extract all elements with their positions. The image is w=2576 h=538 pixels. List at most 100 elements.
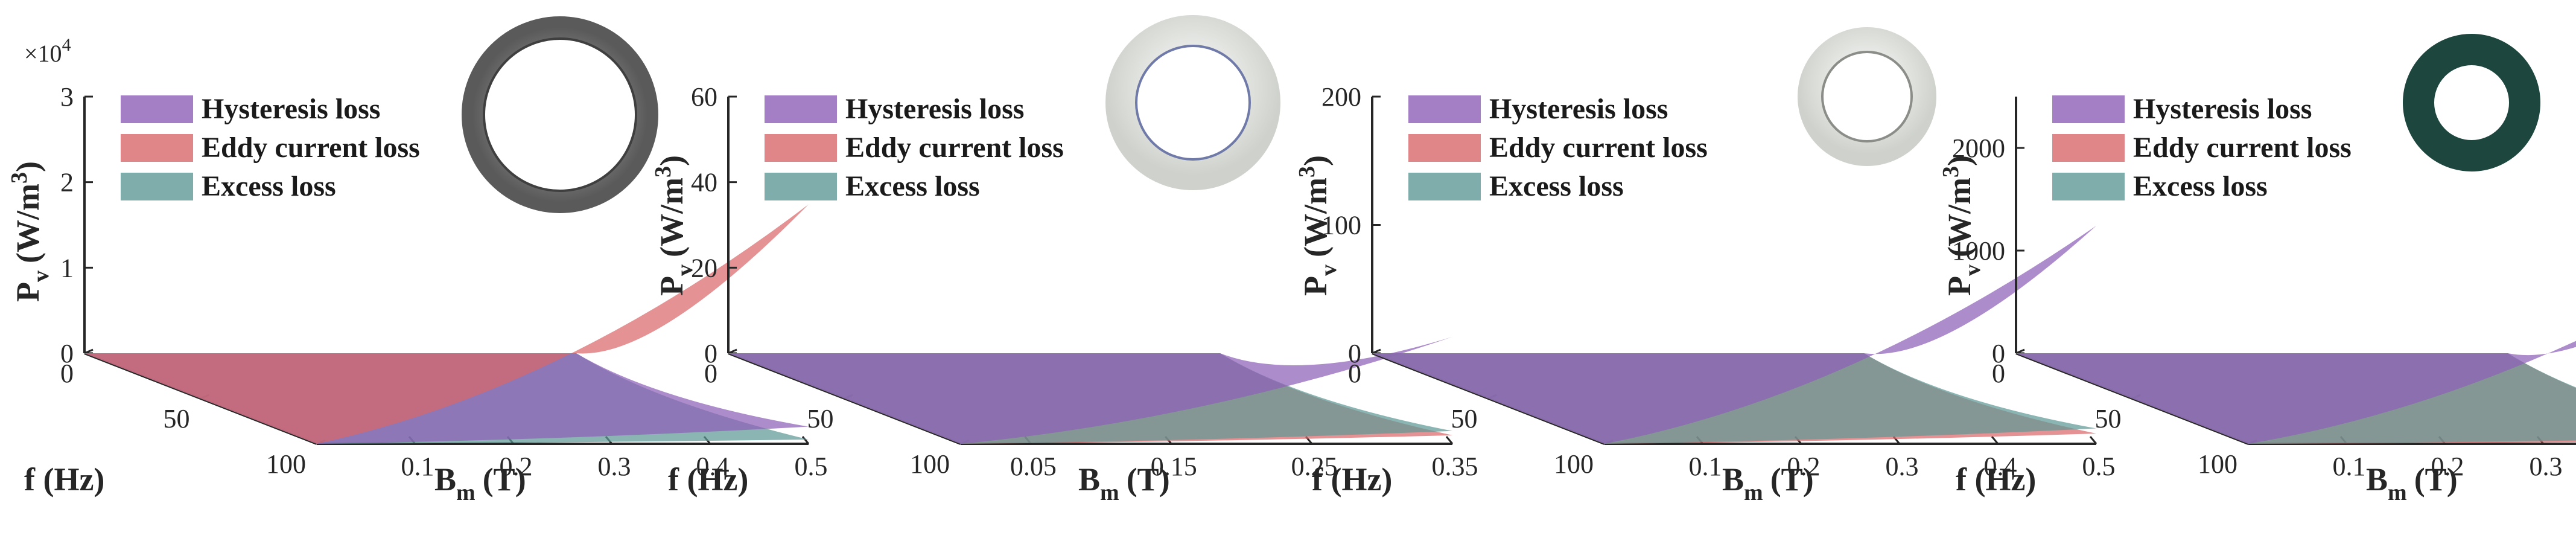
- y-tick-label: 0.4: [696, 452, 730, 481]
- legend-label: Hysteresis loss: [845, 93, 1024, 125]
- x-tick: [1372, 348, 1381, 354]
- y-tick-label: 0.15: [1151, 452, 1197, 481]
- x-tick-label: 0: [1348, 359, 1361, 388]
- x-tick: [2015, 348, 2025, 354]
- y-tick: [801, 436, 810, 444]
- legend-swatch: [1408, 173, 1481, 200]
- legend-label: Hysteresis loss: [1489, 93, 1668, 125]
- y-tick-label: 0.4: [1984, 452, 2017, 481]
- x-axis-label: f (Hz): [24, 461, 104, 498]
- z-axis-label: Pv(W/m3): [1294, 155, 1341, 296]
- z-tick-label: 40: [691, 168, 717, 197]
- legend-swatch: [2052, 134, 2125, 162]
- y-tick-label: 0.3: [1886, 452, 1919, 481]
- x-axis-label: f (Hz): [1956, 461, 2036, 498]
- y-tick-label: 0.5: [2082, 452, 2116, 481]
- y-tick-label: 0.3: [2530, 452, 2563, 481]
- x-tick: [84, 348, 94, 354]
- legend-swatch: [765, 95, 837, 123]
- panel-2: 0 20 40 60 0 50 100 0.05 0.15 0.25 0.35 f (Hz) Bm (T)…: [650, 15, 1478, 505]
- legend-swatch: [765, 134, 837, 162]
- legend-swatch: [765, 173, 837, 200]
- x-axis-label: f (Hz): [1312, 461, 1392, 498]
- x-tick-label: 100: [2198, 449, 2237, 479]
- z-axis-label: Pv(W/m3): [1938, 155, 1985, 296]
- x-tick-label: 50: [1451, 404, 1478, 434]
- y-tick-label: 0.2: [1787, 452, 1821, 481]
- x-tick-label: 50: [164, 404, 190, 434]
- y-tick-label: 0.1: [1689, 452, 1722, 481]
- y-tick-label: 0.5: [795, 452, 828, 481]
- legend-swatch: [121, 134, 193, 162]
- legend-swatch: [121, 95, 193, 123]
- z-tick-label: 1000: [1952, 236, 2005, 266]
- surface-hysteresis-loss: [1372, 225, 2096, 444]
- legend-swatch: [1408, 95, 1481, 123]
- x-tick-label: 100: [266, 449, 306, 479]
- ring-photo-icon: [1798, 27, 1936, 166]
- ring-inner-edge: [1821, 51, 1913, 143]
- x-tick-label: 50: [807, 404, 834, 434]
- ring-photo-icon: [1105, 15, 1280, 190]
- y-tick-label: 0.1: [401, 452, 434, 481]
- z-tick-label: 0: [60, 339, 74, 368]
- y-axis-label: Bm (T): [434, 461, 526, 505]
- legend-label: Hysteresis loss: [2133, 93, 2312, 125]
- legend-swatch: [121, 173, 193, 200]
- x-tick-label: 0: [60, 359, 74, 388]
- ring-inner-edge: [483, 37, 637, 192]
- z-tick-label: 2: [60, 168, 74, 197]
- y-tick: [1991, 436, 1999, 444]
- panel-4: 0 1000 2000 0 50 100 0.1 0.2 0.3 0.4 0.5 f (Hz) Bm(T…: [1938, 34, 2576, 505]
- y-tick-label: 0.3: [598, 452, 631, 481]
- surface-hysteresis-loss: [2016, 341, 2576, 444]
- y-tick-label: 0.35: [1432, 452, 1478, 481]
- z-tick-label: 100: [1321, 211, 1361, 240]
- y-axis-label: Bm (T): [2366, 461, 2458, 505]
- x-axis-label: f (Hz): [668, 461, 748, 498]
- legend-label: Excess loss: [2133, 170, 2268, 202]
- legend-swatch: [1408, 134, 1481, 162]
- ring-photo-icon: [462, 16, 658, 213]
- z-multiplier: ×104: [24, 35, 71, 67]
- legend-label: Excess loss: [202, 170, 336, 202]
- y-tick-label: 0.2: [2431, 452, 2464, 481]
- legend-swatch: [2052, 173, 2125, 200]
- legend-label: Excess loss: [1489, 170, 1624, 202]
- legend-label: Excess loss: [845, 170, 980, 202]
- ring-photo-icon: [2403, 34, 2540, 171]
- legend-swatch: [2052, 95, 2125, 123]
- z-tick-label: 0: [704, 339, 717, 368]
- z-tick-label: 200: [1321, 82, 1361, 112]
- legend-label: Eddy current loss: [1489, 132, 1708, 164]
- z-tick-label: 1: [60, 253, 74, 283]
- z-tick-label: 0: [1348, 339, 1361, 368]
- surface-eddy-current-loss: [84, 204, 809, 444]
- x-tick-label: 0: [1992, 359, 2005, 388]
- y-tick: [1445, 436, 1454, 444]
- z-tick-label: 0: [1992, 339, 2005, 368]
- ring-inner-edge: [1135, 45, 1251, 161]
- z-axis-label: Pv(W/m3): [650, 155, 698, 296]
- z-axis-label: Pv(W/m3): [7, 161, 54, 302]
- x-tick-label: 50: [2095, 404, 2122, 434]
- y-tick-label: 0.25: [1291, 452, 1338, 481]
- x-tick-label: 100: [910, 449, 950, 479]
- y-tick-label: 0.2: [500, 452, 533, 481]
- legend-label: Hysteresis loss: [202, 93, 380, 125]
- y-axis-label: Bm (T): [1722, 461, 1814, 505]
- x-tick: [728, 348, 737, 354]
- legend-label: Eddy current loss: [202, 132, 420, 164]
- x-tick-label: 0: [704, 359, 717, 388]
- y-axis-label: Bm (T): [1078, 461, 1170, 505]
- y-tick-label: 0.05: [1010, 452, 1057, 481]
- z-tick-label: 60: [691, 82, 717, 112]
- x-tick-label: 100: [1554, 449, 1594, 479]
- z-tick-label: 20: [691, 253, 717, 283]
- panel-1: 0 1 2 3 0 50 100 0.1 0.2 0.3 0.4 0.5 f (Hz) Bm (T) Pv(W…: [7, 16, 828, 505]
- z-tick-label: 3: [60, 82, 74, 112]
- surface-hysteresis-loss: [728, 336, 1452, 444]
- z-tick-label: 2000: [1952, 133, 2005, 163]
